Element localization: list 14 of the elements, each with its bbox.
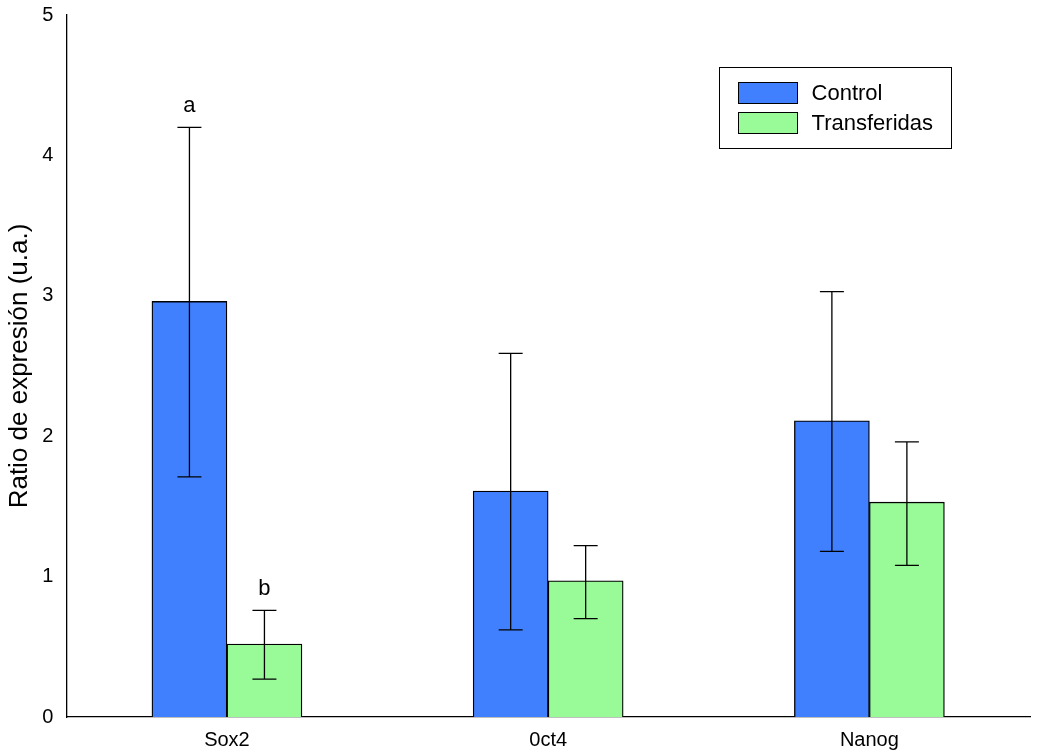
legend-label: Transferidas xyxy=(811,110,933,136)
annotation: b xyxy=(258,575,271,601)
y-tick-label: 5 xyxy=(42,2,54,25)
y-tick-label: 3 xyxy=(42,283,54,306)
y-tick-label: 0 xyxy=(42,704,54,727)
x-tick-label: 0ct4 xyxy=(529,727,568,750)
x-tick-label: Nanog xyxy=(839,727,899,750)
y-axis-title: Ratio de expresión (u.a.) xyxy=(2,223,33,509)
y-tick-label: 2 xyxy=(42,423,54,446)
y-tick-label: 1 xyxy=(42,564,54,587)
x-tick-label: Sox2 xyxy=(204,727,250,750)
annotation: a xyxy=(183,92,197,118)
y-tick-label: 4 xyxy=(42,142,54,165)
legend-label: Control xyxy=(811,80,883,106)
